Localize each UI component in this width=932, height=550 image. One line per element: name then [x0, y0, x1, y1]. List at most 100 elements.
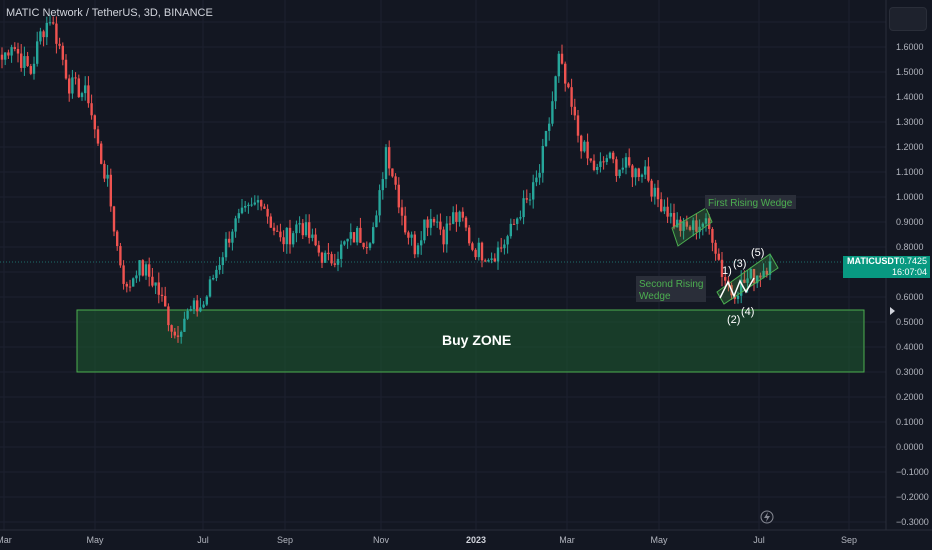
candle-body [240, 207, 244, 214]
candle-body [416, 245, 420, 255]
candle-body [436, 221, 439, 223]
candle-body [23, 56, 26, 68]
candle-body [52, 22, 55, 24]
lightning-icon[interactable] [760, 510, 774, 524]
candle-body [592, 160, 596, 171]
candle-body [535, 177, 538, 183]
price-tag-price: 0.7425 [899, 256, 927, 266]
candle-body [548, 123, 551, 131]
candle-body [468, 227, 471, 244]
candle-body [519, 217, 522, 219]
y-tick-label: 0.2000 [896, 392, 924, 402]
elliott-wave-path [719, 277, 755, 299]
candle-body [714, 242, 717, 254]
candle-body [42, 31, 45, 38]
y-tick-label: −0.1000 [896, 467, 929, 477]
price-axis-arrow-icon[interactable] [890, 307, 895, 315]
y-tick-label: 1.4000 [896, 92, 924, 102]
candle-body [192, 300, 196, 310]
candle-body [343, 241, 346, 245]
candle-body [196, 300, 199, 312]
candle-body [426, 219, 429, 228]
candle-body [96, 129, 100, 144]
candle-body [356, 227, 359, 243]
candle-body [400, 207, 404, 216]
candle-body [631, 165, 634, 178]
price-tag-countdown: 16:07:04 [891, 267, 927, 277]
candle-body [48, 22, 52, 24]
candle-body [119, 246, 122, 266]
candle-body [474, 249, 477, 258]
candle-body [442, 229, 445, 245]
buy-zone-rect[interactable] [76, 309, 865, 373]
candle-body [32, 63, 36, 74]
candle-body [205, 296, 208, 305]
candle-body [55, 23, 58, 44]
candle-body [138, 260, 141, 276]
candle-body [660, 199, 663, 212]
candle-body [644, 166, 647, 175]
candle-body [116, 231, 119, 247]
candle-body [68, 78, 71, 94]
y-tick-label: 0.0000 [896, 442, 924, 452]
candle-body [580, 135, 583, 152]
y-tick-label: 0.9000 [896, 217, 924, 227]
candle-body [122, 265, 125, 284]
candle-body [557, 53, 560, 77]
candle-body [352, 232, 356, 243]
candle-body [420, 240, 423, 246]
candle-body [151, 276, 154, 286]
time-axis[interactable]: Mar May Jul Sep Nov 2023 Mar May Jul Sep [0, 535, 857, 545]
candle-body [87, 85, 90, 104]
second-rising-wedge-label-line1: Second Rising [639, 279, 703, 290]
candle-body [544, 130, 548, 146]
candle-body [266, 208, 269, 217]
candle-body [666, 206, 669, 217]
candle-body [263, 206, 266, 209]
candle-body [391, 168, 394, 177]
candle-body [100, 143, 103, 164]
y-tick-label: 0.6000 [896, 292, 924, 302]
x-tick-label: Jul [197, 535, 209, 545]
candle-body [752, 268, 756, 284]
candle-body [640, 174, 644, 177]
price-tag-symbol: MATICUSDT [847, 256, 900, 266]
candle-body [493, 258, 496, 262]
y-tick-label: 1.3000 [896, 117, 924, 127]
candle-body [471, 243, 474, 250]
price-axis-menu-button[interactable] [889, 7, 927, 31]
candle-body [458, 211, 461, 222]
candle-body [304, 222, 308, 236]
second-rising-wedge-label-bg [636, 276, 706, 302]
first-rising-wedge-channel[interactable] [671, 207, 713, 247]
y-tick-label: 0.4000 [896, 342, 924, 352]
candle-body [90, 103, 93, 116]
candle-body [45, 22, 48, 38]
candle-body [349, 232, 352, 239]
candle-body [448, 223, 452, 225]
candle-body [93, 115, 96, 130]
candle-body [551, 101, 554, 124]
candle-body [74, 77, 77, 79]
candle-body [231, 231, 234, 243]
candle-body [452, 212, 455, 224]
candle-body [480, 242, 484, 261]
candle-body [506, 236, 509, 245]
wave-label-4: (4) [741, 306, 754, 318]
candle-body [564, 63, 567, 84]
candle-body [148, 264, 151, 277]
candle-body [503, 244, 506, 249]
candle-body [682, 221, 685, 231]
candle-body [295, 224, 298, 234]
candle-body [269, 216, 272, 228]
candle-body [653, 187, 656, 197]
candle-body [215, 269, 218, 278]
candle-body [407, 232, 410, 238]
candle-body [279, 231, 282, 238]
candle-body [77, 78, 80, 98]
candle-body [112, 206, 116, 232]
candle-body [157, 282, 160, 295]
candle-body [346, 238, 349, 242]
y-tick-label: −0.2000 [896, 492, 929, 502]
